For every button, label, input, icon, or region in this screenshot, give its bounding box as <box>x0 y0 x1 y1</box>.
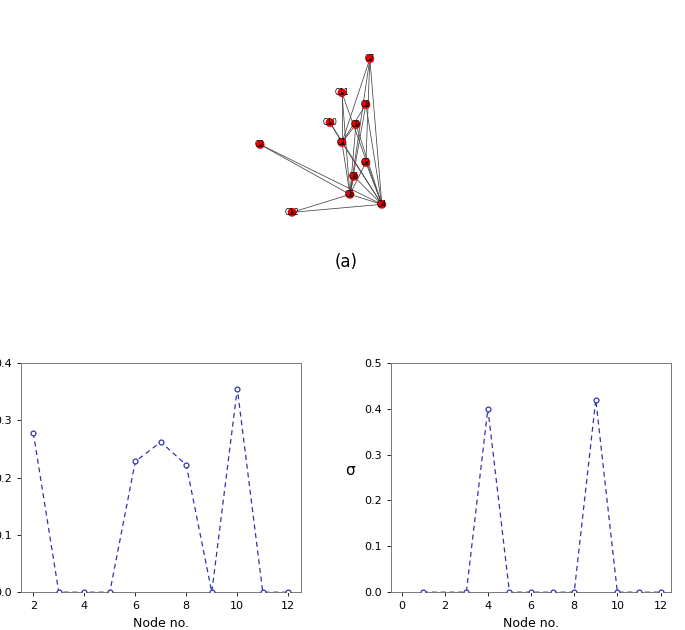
Circle shape <box>288 208 297 217</box>
Text: C12: C12 <box>285 208 299 217</box>
Text: C4: C4 <box>377 200 387 209</box>
Circle shape <box>345 190 354 199</box>
Text: C11: C11 <box>334 88 349 97</box>
Text: (a): (a) <box>334 253 358 271</box>
Text: C6: C6 <box>349 172 359 181</box>
Circle shape <box>362 100 371 109</box>
Text: C7: C7 <box>365 54 375 63</box>
Circle shape <box>325 118 334 127</box>
Circle shape <box>377 200 386 209</box>
X-axis label: Node no.: Node no. <box>133 617 189 630</box>
Text: C3: C3 <box>255 140 265 149</box>
Circle shape <box>351 120 360 129</box>
Y-axis label: σ: σ <box>345 462 355 478</box>
Text: C8: C8 <box>361 100 371 109</box>
Text: C9: C9 <box>351 120 361 129</box>
Circle shape <box>338 88 347 97</box>
Text: C1: C1 <box>337 138 347 147</box>
Circle shape <box>366 54 374 63</box>
X-axis label: Node no.: Node no. <box>503 617 559 630</box>
Circle shape <box>362 158 371 167</box>
Circle shape <box>256 140 264 149</box>
Text: C2: C2 <box>361 158 371 167</box>
Circle shape <box>338 138 347 147</box>
Text: C5: C5 <box>345 190 355 199</box>
Circle shape <box>349 172 358 181</box>
Text: C10: C10 <box>323 118 338 127</box>
